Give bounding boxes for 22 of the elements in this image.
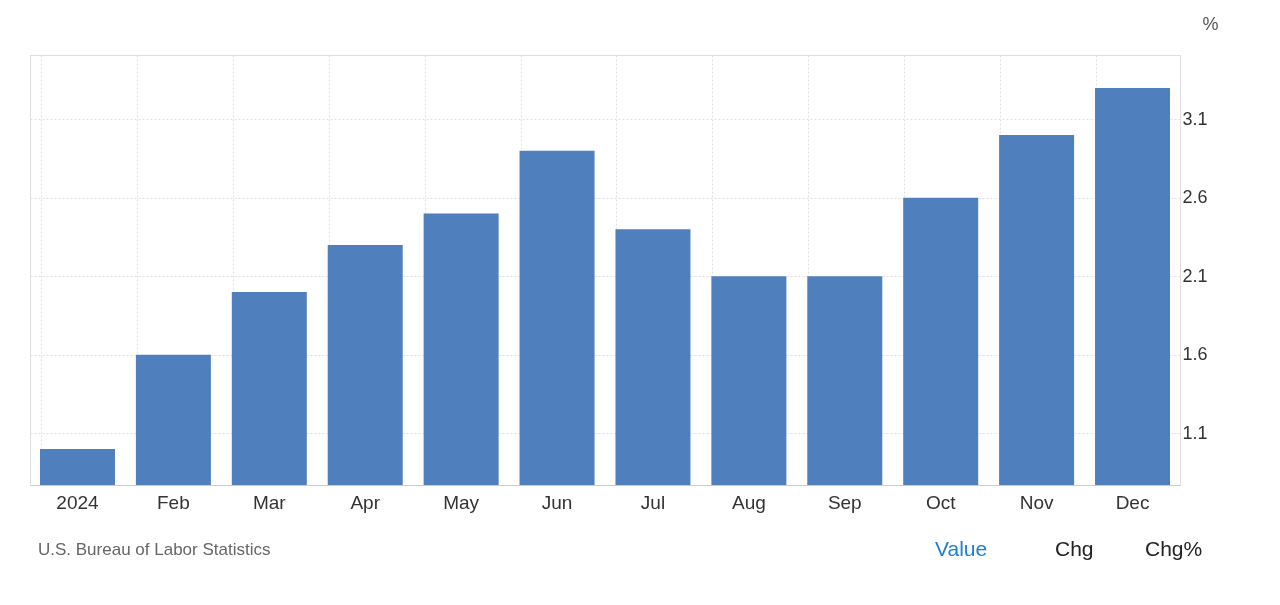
text: Chg: [1055, 537, 1094, 560]
x-tick-label: 2024: [56, 491, 100, 513]
y-axis-title: %: [1202, 13, 1219, 34]
x-tick-label: Feb: [157, 491, 190, 513]
y-tick-label: 2.1: [1182, 265, 1208, 286]
x-tick-label: Mar: [252, 491, 287, 513]
x-tick-label: May: [443, 491, 480, 513]
text: Value: [935, 537, 988, 560]
y-tick-label: 3.1: [1182, 108, 1208, 129]
x-tick-label: Nov: [1019, 491, 1054, 513]
x-tick-label: Oct: [925, 491, 957, 513]
text: U.S. Bureau of Labor Statistics: [38, 540, 271, 559]
x-tick-label: Apr: [350, 491, 381, 513]
y-tick-label: 1.1: [1182, 422, 1208, 443]
text: Chg%: [1145, 537, 1203, 560]
x-tick-label: Aug: [731, 491, 766, 513]
x-tick-label: Jun: [541, 491, 573, 513]
y-tick-label: 2.6: [1182, 187, 1208, 208]
x-tick-label: Sep: [827, 491, 862, 513]
x-tick-label: Jul: [640, 491, 666, 513]
y-tick-label: 1.6: [1182, 344, 1208, 365]
x-tick-label: Dec: [1115, 491, 1150, 513]
